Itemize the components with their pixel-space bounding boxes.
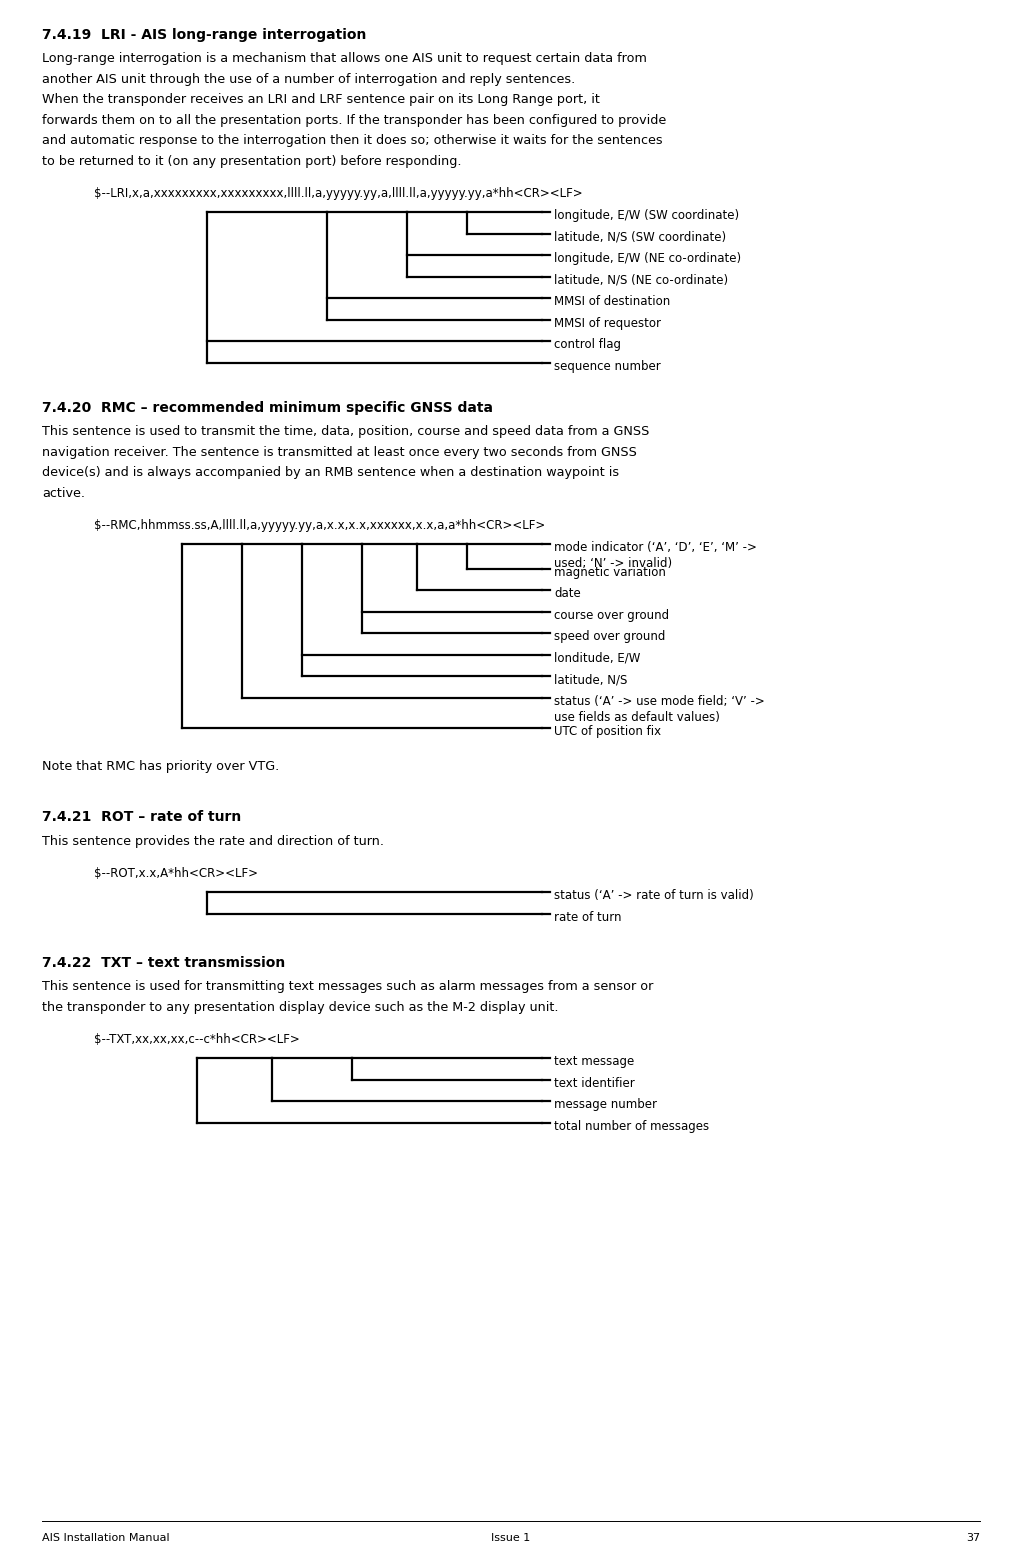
Text: UTC of position fix: UTC of position fix	[554, 725, 661, 738]
Text: This sentence is used for transmitting text messages such as alarm messages from: This sentence is used for transmitting t…	[42, 980, 653, 994]
Text: MMSI of destination: MMSI of destination	[554, 295, 670, 309]
Text: rate of turn: rate of turn	[554, 912, 621, 924]
Text: status (‘A’ -> rate of turn is valid): status (‘A’ -> rate of turn is valid)	[554, 890, 754, 902]
Text: message number: message number	[554, 1098, 657, 1112]
Text: used; ‘N’ -> invalid): used; ‘N’ -> invalid)	[554, 558, 672, 570]
Text: Issue 1: Issue 1	[492, 1533, 530, 1544]
Text: $--LRI,x,a,xxxxxxxxx,xxxxxxxxx,llll.ll,a,yyyyy.yy,a,llll.ll,a,yyyyy.yy,a*hh<CR><: $--LRI,x,a,xxxxxxxxx,xxxxxxxxx,llll.ll,a…	[94, 188, 583, 200]
Text: control flag: control flag	[554, 339, 621, 351]
Text: sequence number: sequence number	[554, 360, 661, 373]
Text: date: date	[554, 587, 580, 601]
Text: 7.4.21  ROT – rate of turn: 7.4.21 ROT – rate of turn	[42, 811, 241, 825]
Text: Long-range interrogation is a mechanism that allows one AIS unit to request cert: Long-range interrogation is a mechanism …	[42, 53, 647, 65]
Text: use fields as default values): use fields as default values)	[554, 711, 719, 724]
Text: 7.4.22  TXT – text transmission: 7.4.22 TXT – text transmission	[42, 957, 285, 971]
Text: forwards them on to all the presentation ports. If the transponder has been conf: forwards them on to all the presentation…	[42, 113, 666, 127]
Text: device(s) and is always accompanied by an RMB sentence when a destination waypoi: device(s) and is always accompanied by a…	[42, 466, 619, 480]
Text: another AIS unit through the use of a number of interrogation and reply sentence: another AIS unit through the use of a nu…	[42, 73, 575, 85]
Text: This sentence provides the rate and direction of turn.: This sentence provides the rate and dire…	[42, 836, 384, 848]
Text: status (‘A’ -> use mode field; ‘V’ ->: status (‘A’ -> use mode field; ‘V’ ->	[554, 696, 764, 708]
Text: londitude, E/W: londitude, E/W	[554, 652, 641, 665]
Text: $--ROT,x.x,A*hh<CR><LF>: $--ROT,x.x,A*hh<CR><LF>	[94, 868, 258, 881]
Text: to be returned to it (on any presentation port) before responding.: to be returned to it (on any presentatio…	[42, 155, 462, 168]
Text: $--TXT,xx,xx,xx,c--c*hh<CR><LF>: $--TXT,xx,xx,xx,c--c*hh<CR><LF>	[94, 1033, 299, 1047]
Text: latitude, N/S (SW coordinate): latitude, N/S (SW coordinate)	[554, 231, 726, 244]
Text: latitude, N/S: latitude, N/S	[554, 674, 628, 686]
Text: longitude, E/W (SW coordinate): longitude, E/W (SW coordinate)	[554, 210, 739, 222]
Text: 37: 37	[966, 1533, 980, 1544]
Text: Note that RMC has priority over VTG.: Note that RMC has priority over VTG.	[42, 759, 279, 773]
Text: text identifier: text identifier	[554, 1076, 635, 1090]
Text: AIS Installation Manual: AIS Installation Manual	[42, 1533, 170, 1544]
Text: text message: text message	[554, 1056, 635, 1068]
Text: $--RMC,hhmmss.ss,A,llll.ll,a,yyyyy.yy,a,x.x,x.x,xxxxxx,x.x,a,a*hh<CR><LF>: $--RMC,hhmmss.ss,A,llll.ll,a,yyyyy.yy,a,…	[94, 520, 546, 533]
Text: speed over ground: speed over ground	[554, 631, 665, 643]
Text: longitude, E/W (NE co-ordinate): longitude, E/W (NE co-ordinate)	[554, 253, 741, 266]
Text: latitude, N/S (NE co-ordinate): latitude, N/S (NE co-ordinate)	[554, 273, 728, 287]
Text: course over ground: course over ground	[554, 609, 669, 623]
Text: total number of messages: total number of messages	[554, 1120, 709, 1134]
Text: MMSI of requestor: MMSI of requestor	[554, 317, 661, 329]
Text: 7.4.20  RMC – recommended minimum specific GNSS data: 7.4.20 RMC – recommended minimum specifi…	[42, 401, 493, 415]
Text: and automatic response to the interrogation then it does so; otherwise it waits : and automatic response to the interrogat…	[42, 135, 662, 148]
Text: the transponder to any presentation display device such as the M-2 display unit.: the transponder to any presentation disp…	[42, 1002, 558, 1014]
Text: mode indicator (‘A’, ‘D’, ‘E’, ‘M’ ->: mode indicator (‘A’, ‘D’, ‘E’, ‘M’ ->	[554, 542, 757, 554]
Text: active.: active.	[42, 488, 85, 500]
Text: navigation receiver. The sentence is transmitted at least once every two seconds: navigation receiver. The sentence is tra…	[42, 446, 637, 460]
Text: This sentence is used to transmit the time, data, position, course and speed dat: This sentence is used to transmit the ti…	[42, 426, 649, 438]
Text: When the transponder receives an LRI and LRF sentence pair on its Long Range por: When the transponder receives an LRI and…	[42, 93, 600, 107]
Text: magnetic variation: magnetic variation	[554, 565, 666, 579]
Text: 7.4.19  LRI - AIS long-range interrogation: 7.4.19 LRI - AIS long-range interrogatio…	[42, 28, 366, 42]
